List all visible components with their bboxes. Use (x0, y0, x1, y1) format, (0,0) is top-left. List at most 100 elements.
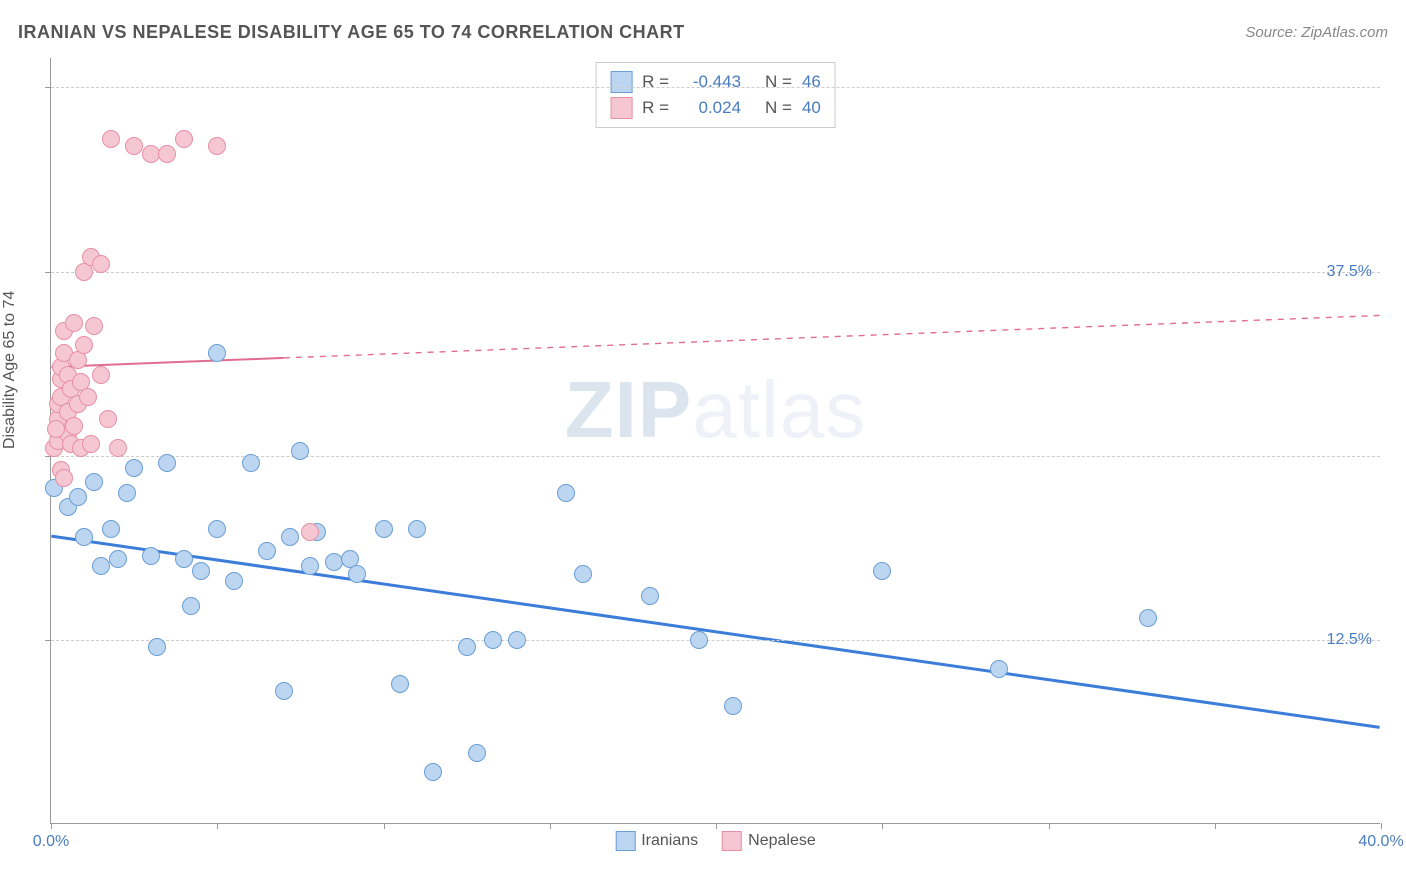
data-point (242, 454, 260, 472)
data-point (118, 484, 136, 502)
data-point (408, 520, 426, 538)
gridline (51, 272, 1380, 273)
data-point (109, 439, 127, 457)
x-tick-label: 0.0% (33, 833, 69, 851)
data-point (275, 682, 293, 700)
data-point (82, 435, 100, 453)
data-point (92, 255, 110, 273)
scatter-chart: ZIPatlas R = -0.443N = 46R = 0.024N = 40… (50, 58, 1380, 824)
x-tick (1381, 823, 1382, 829)
gridline (51, 640, 1380, 641)
data-point (85, 317, 103, 335)
legend-swatch (610, 97, 632, 119)
data-point (158, 145, 176, 163)
data-point (75, 528, 93, 546)
data-point (873, 562, 891, 580)
series-legend-item: Iranians (615, 831, 698, 851)
data-point (92, 557, 110, 575)
legend-row: R = -0.443 N = 46 (610, 69, 821, 95)
data-point (192, 562, 210, 580)
data-point (69, 488, 87, 506)
data-point (574, 565, 592, 583)
y-tick (45, 87, 51, 88)
data-point (508, 631, 526, 649)
data-point (102, 130, 120, 148)
x-tick (217, 823, 218, 829)
data-point (484, 631, 502, 649)
trend-line-dashed (284, 315, 1380, 357)
data-point (724, 697, 742, 715)
x-tick (1215, 823, 1216, 829)
correlation-legend: R = -0.443 N = 46 R = 0.024 N = 40 (595, 62, 836, 128)
data-point (65, 314, 83, 332)
series-legend: Iranians Nepalese (615, 831, 816, 851)
data-point (225, 572, 243, 590)
legend-swatch (722, 831, 742, 851)
trend-line-solid (51, 536, 1379, 727)
data-point (142, 547, 160, 565)
legend-r-value: -0.443 (679, 72, 741, 92)
data-point (1139, 609, 1157, 627)
data-point (175, 130, 193, 148)
chart-header: IRANIAN VS NEPALESE DISABILITY AGE 65 TO… (18, 22, 1388, 43)
data-point (258, 542, 276, 560)
legend-n-label: N = (765, 72, 792, 92)
data-point (391, 675, 409, 693)
legend-swatch (610, 71, 632, 93)
legend-r-label: R = (642, 98, 669, 118)
y-axis-label: Disability Age 65 to 74 (1, 291, 19, 449)
data-point (291, 442, 309, 460)
data-point (99, 410, 117, 428)
data-point (690, 631, 708, 649)
legend-row: R = 0.024 N = 40 (610, 95, 821, 121)
data-point (75, 336, 93, 354)
legend-swatch (615, 831, 635, 851)
legend-r-value: 0.024 (679, 98, 741, 118)
data-point (208, 520, 226, 538)
x-tick (550, 823, 551, 829)
data-point (301, 523, 319, 541)
data-point (55, 469, 73, 487)
data-point (102, 520, 120, 538)
data-point (468, 744, 486, 762)
y-tick-label: 12.5% (1327, 631, 1372, 649)
data-point (142, 145, 160, 163)
data-point (65, 417, 83, 435)
x-tick (716, 823, 717, 829)
legend-n-label: N = (765, 98, 792, 118)
legend-r-label: R = (642, 72, 669, 92)
data-point (125, 459, 143, 477)
data-point (348, 565, 366, 583)
data-point (158, 454, 176, 472)
legend-n-value: 46 (802, 72, 821, 92)
data-point (148, 638, 166, 656)
legend-label: Nepalese (748, 832, 816, 849)
data-point (175, 550, 193, 568)
data-point (281, 528, 299, 546)
data-point (47, 420, 65, 438)
data-point (424, 763, 442, 781)
data-point (458, 638, 476, 656)
data-point (375, 520, 393, 538)
legend-label: Iranians (641, 832, 698, 849)
chart-source: Source: ZipAtlas.com (1245, 24, 1388, 41)
data-point (182, 597, 200, 615)
data-point (557, 484, 575, 502)
data-point (85, 473, 103, 491)
chart-title: IRANIAN VS NEPALESE DISABILITY AGE 65 TO… (18, 22, 685, 43)
x-tick-label: 40.0% (1358, 833, 1403, 851)
trend-lines (51, 58, 1380, 823)
data-point (208, 137, 226, 155)
data-point (125, 137, 143, 155)
y-tick-label: 37.5% (1327, 263, 1372, 281)
data-point (109, 550, 127, 568)
data-point (79, 388, 97, 406)
data-point (92, 366, 110, 384)
x-tick (51, 823, 52, 829)
x-tick (1049, 823, 1050, 829)
series-legend-item: Nepalese (722, 831, 816, 851)
x-tick (384, 823, 385, 829)
data-point (208, 344, 226, 362)
legend-n-value: 40 (802, 98, 821, 118)
data-point (990, 660, 1008, 678)
